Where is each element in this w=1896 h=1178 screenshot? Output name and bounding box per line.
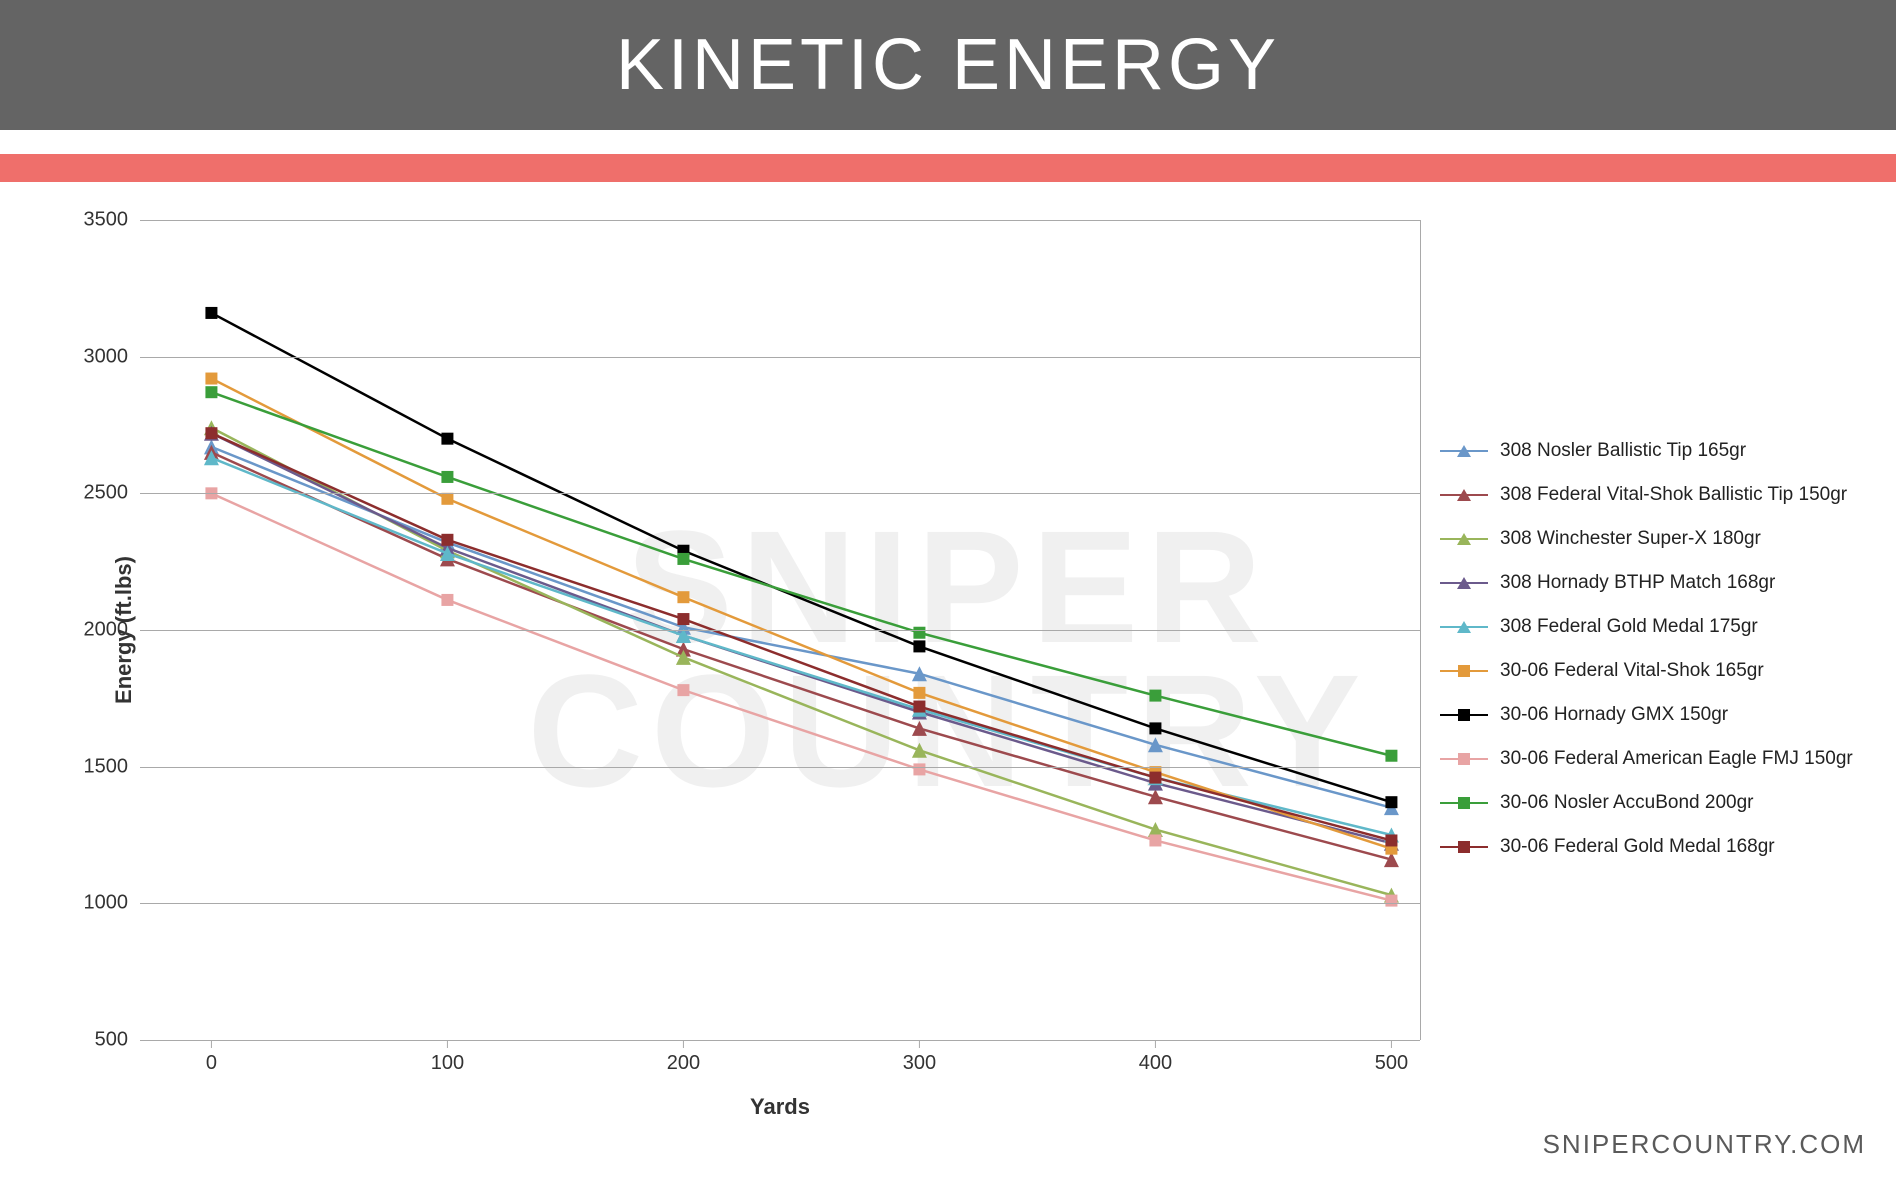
y-tick-label: 1000 [84, 892, 141, 915]
x-tick-label: 200 [667, 1040, 700, 1075]
accent-stripe [0, 154, 1896, 182]
legend-item: 30-06 Nosler AccuBond 200gr [1440, 792, 1890, 814]
x-tick-label: 300 [903, 1040, 936, 1075]
gridline-h [140, 493, 1420, 494]
y-tick-label: 2000 [84, 619, 141, 642]
x-axis-title: Yards [750, 1094, 810, 1120]
legend-marker [1440, 531, 1488, 547]
series-line [211, 379, 1391, 849]
series-marker [1149, 690, 1161, 702]
y-tick-label: 3000 [84, 345, 141, 368]
series-marker [1385, 895, 1397, 907]
legend-label: 30-06 Hornady GMX 150gr [1500, 704, 1728, 726]
legend-item: 308 Nosler Ballistic Tip 165gr [1440, 440, 1890, 462]
gridline-h [140, 767, 1420, 768]
series-marker [205, 427, 217, 439]
gridline-v [1420, 220, 1421, 1040]
y-tick-label: 3500 [84, 209, 141, 232]
page-title: KINETIC ENERGY [616, 24, 1280, 106]
legend-item: 308 Federal Vital-Shok Ballistic Tip 150… [1440, 484, 1890, 506]
y-tick-label: 500 [95, 1029, 140, 1052]
y-tick-label: 1500 [84, 755, 141, 778]
series-marker [1385, 834, 1397, 846]
series-marker [1148, 737, 1163, 752]
legend-label: 30-06 Nosler AccuBond 200gr [1500, 792, 1754, 814]
legend-marker [1440, 751, 1488, 767]
legend-item: 308 Winchester Super-X 180gr [1440, 528, 1890, 550]
legend-label: 30-06 Federal American Eagle FMJ 150gr [1500, 748, 1853, 770]
x-tick-label: 500 [1375, 1040, 1408, 1075]
series-marker [1385, 750, 1397, 762]
series-marker [205, 373, 217, 385]
gridline-h [140, 1040, 1420, 1041]
series-marker [1149, 834, 1161, 846]
x-tick-label: 0 [206, 1040, 217, 1075]
chart-container: SNIPER COUNTRY Energy (ft.lbs) Yards 500… [20, 200, 1876, 1118]
legend-marker [1440, 795, 1488, 811]
x-tick-label: 400 [1139, 1040, 1172, 1075]
series-marker [913, 687, 925, 699]
legend-label: 308 Federal Gold Medal 175gr [1500, 616, 1758, 638]
legend-marker [1440, 839, 1488, 855]
legend-label: 308 Federal Vital-Shok Ballistic Tip 150… [1500, 484, 1847, 506]
series-marker [912, 743, 927, 758]
x-tick-label: 100 [431, 1040, 464, 1075]
legend-marker [1440, 619, 1488, 635]
series-marker [677, 613, 689, 625]
legend-item: 30-06 Federal Vital-Shok 165gr [1440, 660, 1890, 682]
series-marker [913, 627, 925, 639]
legend-marker [1440, 707, 1488, 723]
legend-label: 308 Winchester Super-X 180gr [1500, 528, 1761, 550]
series-marker [912, 721, 927, 736]
series-marker [913, 763, 925, 775]
series-marker [205, 386, 217, 398]
series-marker [441, 534, 453, 546]
legend-marker [1440, 487, 1488, 503]
header-bar: KINETIC ENERGY [0, 0, 1896, 130]
legend-item: 308 Hornady BTHP Match 168gr [1440, 572, 1890, 594]
series-line [211, 433, 1391, 843]
plot-area: Energy (ft.lbs) Yards 500100015002000250… [140, 220, 1420, 1040]
series-marker [441, 433, 453, 445]
series-marker [677, 591, 689, 603]
legend-label: 30-06 Federal Gold Medal 168gr [1500, 836, 1775, 858]
y-tick-label: 2500 [84, 482, 141, 505]
legend-label: 30-06 Federal Vital-Shok 165gr [1500, 660, 1764, 682]
series-line [211, 428, 1391, 895]
legend-item: 30-06 Hornady GMX 150gr [1440, 704, 1890, 726]
series-line [211, 447, 1391, 808]
gridline-h [140, 630, 1420, 631]
series-marker [913, 640, 925, 652]
gridline-h [140, 357, 1420, 358]
series-marker [1148, 789, 1163, 804]
series-marker [677, 553, 689, 565]
series-marker [1385, 796, 1397, 808]
legend-label: 308 Hornady BTHP Match 168gr [1500, 572, 1775, 594]
legend-item: 30-06 Federal Gold Medal 168gr [1440, 836, 1890, 858]
series-marker [1149, 772, 1161, 784]
series-marker [441, 493, 453, 505]
legend-marker [1440, 443, 1488, 459]
footer-attribution: SNIPERCOUNTRY.COM [1543, 1129, 1866, 1160]
series-marker [205, 307, 217, 319]
legend: 308 Nosler Ballistic Tip 165gr 308 Federa… [1440, 440, 1890, 880]
legend-item: 308 Federal Gold Medal 175gr [1440, 616, 1890, 638]
legend-item: 30-06 Federal American Eagle FMJ 150gr [1440, 748, 1890, 770]
legend-marker [1440, 575, 1488, 591]
series-marker [441, 471, 453, 483]
gridline-h [140, 220, 1420, 221]
legend-label: 308 Nosler Ballistic Tip 165gr [1500, 440, 1746, 462]
series-marker [1149, 722, 1161, 734]
series-marker [913, 701, 925, 713]
series-line [211, 493, 1391, 900]
series-marker [677, 684, 689, 696]
series-marker [441, 594, 453, 606]
gridline-h [140, 903, 1420, 904]
legend-marker [1440, 663, 1488, 679]
